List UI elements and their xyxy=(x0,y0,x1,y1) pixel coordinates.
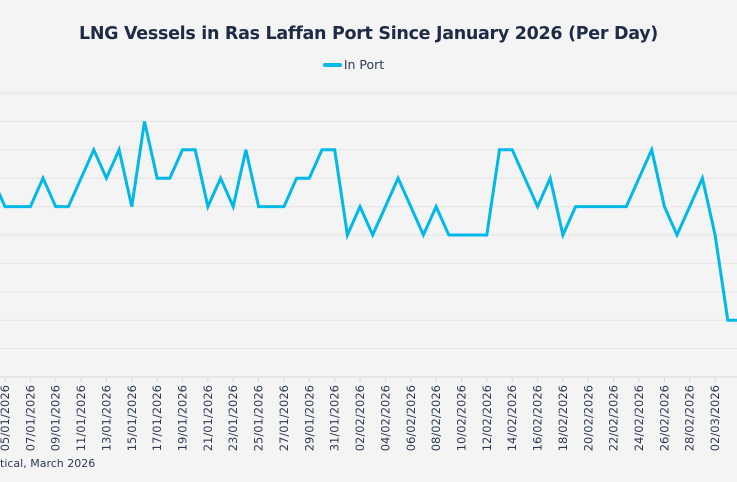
x-tick-label: 26/02/2026 xyxy=(657,385,671,451)
x-tick-label: 08/02/2026 xyxy=(429,385,443,451)
x-tick-label: 19/01/2026 xyxy=(176,385,190,451)
x-tick-label: 06/02/2026 xyxy=(404,385,418,451)
series-line-in-port xyxy=(0,121,737,322)
x-tick-label: 14/02/2026 xyxy=(505,385,519,451)
x-tick-label: 11/01/2026 xyxy=(74,385,88,451)
x-tick-label: 27/01/2026 xyxy=(277,385,291,451)
x-tick-label: 15/01/2026 xyxy=(125,385,139,451)
x-tick-label: 02/02/2026 xyxy=(353,385,367,451)
x-tick-label: 16/02/2026 xyxy=(531,385,545,451)
x-tick-label: 07/01/2026 xyxy=(23,385,37,451)
x-tick-label: 13/01/2026 xyxy=(99,385,113,451)
x-tick-label: 31/01/2026 xyxy=(328,385,342,451)
x-tick-label: 22/02/2026 xyxy=(607,385,621,451)
legend: In Port xyxy=(0,57,737,72)
x-tick-label: 09/01/2026 xyxy=(49,385,63,451)
x-tick-label: 10/02/2026 xyxy=(454,385,468,451)
x-tick-label: 25/01/2026 xyxy=(252,385,266,451)
legend-swatch-in-port xyxy=(322,62,342,67)
x-tick-label: 05/01/2026 xyxy=(0,385,12,451)
x-tick-label: 24/02/2026 xyxy=(632,385,646,451)
x-tick-label: 20/02/2026 xyxy=(581,385,595,451)
x-tick-label: 29/01/2026 xyxy=(302,385,316,451)
x-tick-label: 23/01/2026 xyxy=(226,385,240,451)
x-tick-label: 12/02/2026 xyxy=(480,385,494,451)
source-note: tical, March 2026 xyxy=(0,457,96,470)
x-tick-label: 02/03/2026 xyxy=(708,385,722,451)
x-tick-label: 18/02/2026 xyxy=(556,385,570,451)
x-tick-label: 21/01/2026 xyxy=(201,385,215,451)
x-tick-label: 17/01/2026 xyxy=(150,385,164,451)
legend-label-in-port: In Port xyxy=(343,57,385,72)
chart-title: LNG Vessels in Ras Laffan Port Since Jan… xyxy=(78,24,659,44)
x-tick-label: 04/02/2026 xyxy=(378,385,392,451)
x-tick-label: 28/02/2026 xyxy=(683,385,697,451)
